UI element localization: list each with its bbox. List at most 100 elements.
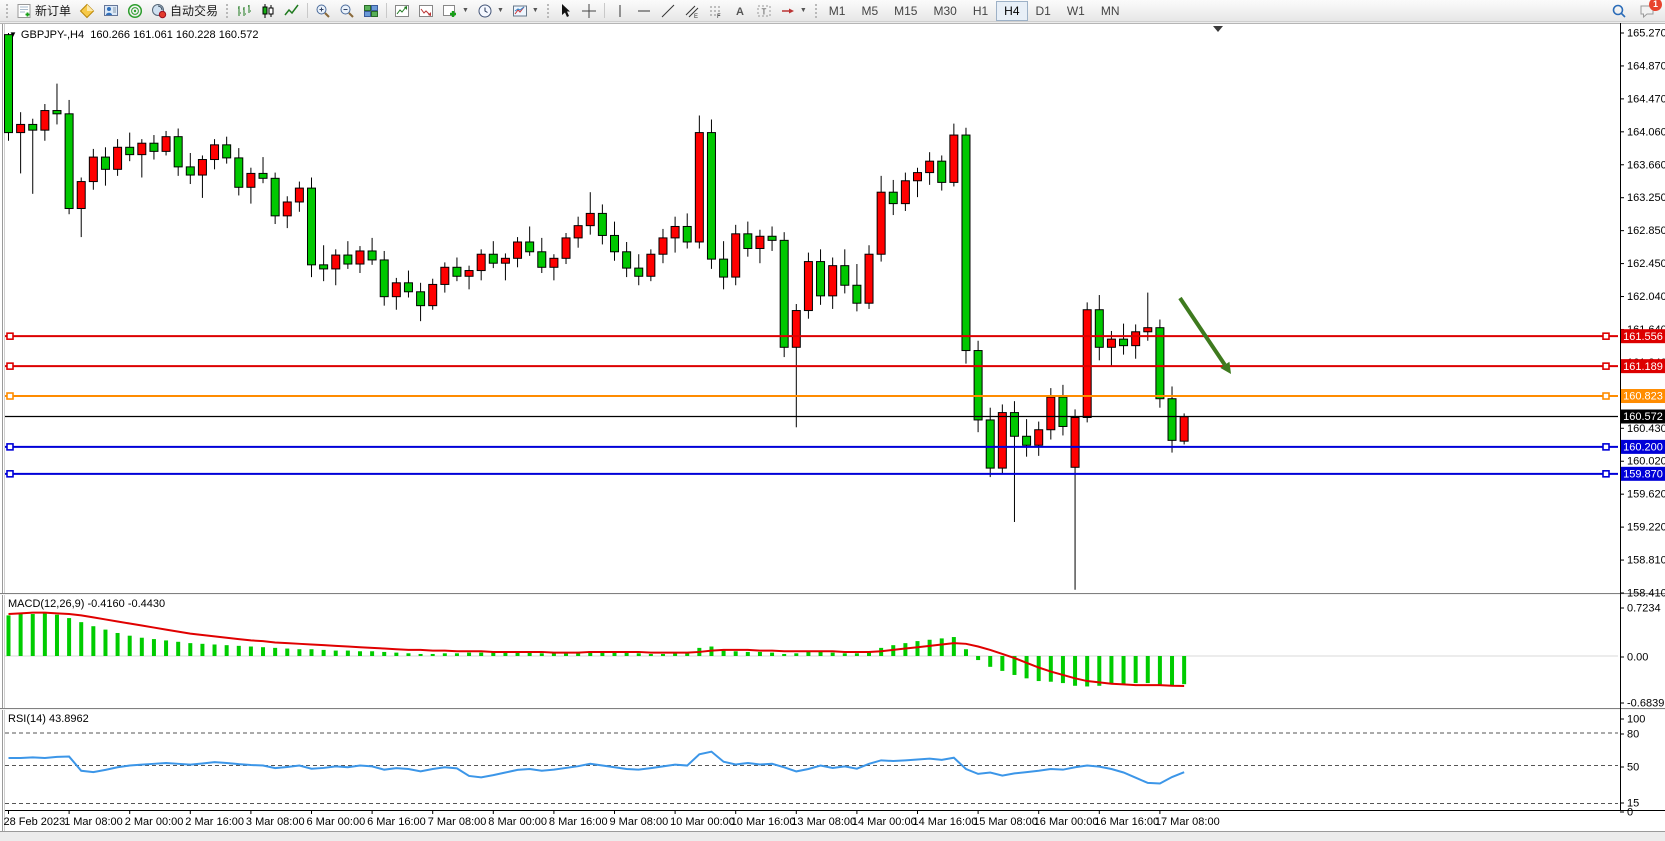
line-drag-handle[interactable]	[6, 470, 14, 478]
template-button[interactable]: ▼	[508, 1, 543, 21]
trendline-tool-button[interactable]	[656, 1, 680, 21]
svg-text:A: A	[736, 6, 744, 18]
timeframe-m15-button[interactable]: M15	[886, 1, 925, 21]
macd-axis-label: 0.00	[1627, 652, 1648, 664]
bar-chart-mode-button[interactable]	[232, 1, 256, 21]
toolbar-grip[interactable]	[814, 3, 817, 18]
timeframe-d1-button[interactable]: D1	[1028, 1, 1059, 21]
line-drag-handle[interactable]	[1602, 392, 1610, 400]
svg-text:2 Mar 16:00: 2 Mar 16:00	[185, 816, 244, 828]
timeframe-w1-button[interactable]: W1	[1059, 1, 1093, 21]
signals-button[interactable]	[123, 1, 147, 21]
svg-text:6 Mar 16:00: 6 Mar 16:00	[367, 816, 426, 828]
metaeditor-button[interactable]	[99, 1, 123, 21]
crosshair-tool-button[interactable]	[577, 1, 601, 21]
svg-text:3 Mar 08:00: 3 Mar 08:00	[246, 816, 305, 828]
timeframe-h1-button[interactable]: H1	[965, 1, 996, 21]
text-label-icon: T	[757, 5, 771, 16]
svg-text:13 Mar 08:00: 13 Mar 08:00	[791, 816, 856, 828]
rsi-axis-label: 50	[1627, 762, 1639, 774]
price-tag-161.556: 161.556	[1623, 331, 1663, 343]
autotrading-label: 自动交易	[170, 4, 219, 18]
svg-text:E: E	[694, 14, 698, 19]
horizontal-line-objects[interactable]	[5, 332, 1618, 478]
clock-icon	[478, 4, 492, 17]
timeframe-h4-button[interactable]: H4	[996, 0, 1028, 21]
toolbar-grip[interactable]	[226, 3, 229, 18]
macd-signal-line	[8, 611, 1185, 687]
autotrading-button[interactable]: 自动交易	[147, 1, 222, 21]
line-chart-mode-button[interactable]	[280, 1, 304, 21]
text-tool-button[interactable]: A	[728, 1, 752, 21]
text-label-tool-button[interactable]: T	[752, 1, 776, 21]
timeframe-m5-button[interactable]: M5	[853, 1, 886, 21]
gold-diamond-icon	[79, 3, 95, 18]
line-drag-handle[interactable]	[6, 332, 14, 340]
crosshair-icon	[581, 3, 596, 18]
macd-axis-label: 0.7234	[1627, 603, 1661, 615]
svg-text:162.040: 162.040	[1627, 291, 1665, 303]
arrow-annotation-head[interactable]	[1220, 361, 1231, 374]
line-drag-handle[interactable]	[1602, 443, 1610, 451]
price-tag-160.200: 160.200	[1623, 442, 1663, 454]
chart-window-down-button[interactable]	[414, 1, 438, 21]
rsi-pane: 100 80 50 150	[5, 714, 1645, 819]
zoom-out-button[interactable]	[335, 1, 359, 21]
vertical-line-icon	[619, 4, 621, 17]
template-icon	[512, 5, 527, 16]
line-drag-handle[interactable]	[6, 362, 14, 370]
horizontal-line-icon	[637, 10, 650, 11]
arrow-annotation[interactable]	[1178, 296, 1227, 366]
tile-windows-icon	[364, 4, 379, 17]
cursor-tool-button[interactable]	[553, 1, 577, 21]
arrows-tool-button[interactable]: ▼	[776, 1, 811, 21]
toolbar-separator	[603, 3, 605, 18]
notifications-button[interactable]: 1	[1639, 0, 1662, 19]
line-chart-icon	[284, 4, 299, 15]
chart-shift-marker	[1213, 26, 1223, 32]
fibonacci-tool-button[interactable]: F	[704, 1, 728, 21]
price-tag-160.572: 160.572	[1623, 411, 1663, 423]
main-toolbar: 新订单 自动交易 ▼ ▼	[0, 0, 1665, 22]
price-tag-160.823: 160.823	[1623, 391, 1663, 403]
channel-tool-button[interactable]: E	[680, 1, 704, 21]
svg-text:16 Mar 16:00: 16 Mar 16:00	[1094, 816, 1159, 828]
toolbar-separator	[307, 3, 309, 18]
candlestick-mode-button[interactable]	[256, 1, 280, 21]
timeframe-m30-button[interactable]: M30	[925, 1, 964, 21]
toolbar-grip[interactable]	[6, 3, 8, 18]
zoom-in-button[interactable]	[311, 1, 335, 21]
vertical-line-tool-button[interactable]	[608, 1, 632, 21]
new-order-button[interactable]: 新订单	[12, 1, 75, 21]
new-chart-button[interactable]: ▼	[438, 1, 473, 21]
price-tag-161.189: 161.189	[1623, 361, 1663, 373]
line-drag-handle[interactable]	[1602, 470, 1610, 478]
timeframe-group: M1 M5 M15 M30 H1 H4 D1 W1 MN	[821, 0, 1128, 21]
toolbar-grip[interactable]	[546, 3, 549, 18]
rsi-line	[8, 750, 1185, 785]
svg-text:2 Mar 00:00: 2 Mar 00:00	[125, 816, 184, 828]
timeframe-m1-button[interactable]: M1	[821, 1, 854, 21]
horizontal-line-tool-button[interactable]	[632, 1, 656, 21]
search-button[interactable]	[1607, 1, 1631, 21]
svg-text:159.620: 159.620	[1627, 489, 1665, 501]
line-drag-handle[interactable]	[1602, 362, 1610, 370]
rsi-axis-label: 0	[1627, 807, 1633, 819]
svg-text:T: T	[761, 7, 766, 16]
svg-text:1 Mar 08:00: 1 Mar 08:00	[64, 816, 123, 828]
svg-text:9 Mar 08:00: 9 Mar 08:00	[610, 816, 669, 828]
price-tag-159.870: 159.870	[1623, 469, 1663, 481]
gold-widget-button[interactable]	[75, 1, 99, 21]
cursor-icon	[561, 3, 570, 17]
zoom-in-icon	[316, 4, 330, 18]
line-drag-handle[interactable]	[6, 443, 14, 451]
chart-red-arrow-icon	[419, 4, 434, 17]
chart-window-up-button[interactable]	[390, 1, 414, 21]
tile-windows-button[interactable]	[359, 1, 383, 21]
timeframe-mn-button[interactable]: MN	[1093, 1, 1128, 21]
line-drag-handle[interactable]	[1602, 332, 1610, 340]
period-button[interactable]: ▼	[473, 1, 508, 21]
line-drag-handle[interactable]	[6, 392, 14, 400]
